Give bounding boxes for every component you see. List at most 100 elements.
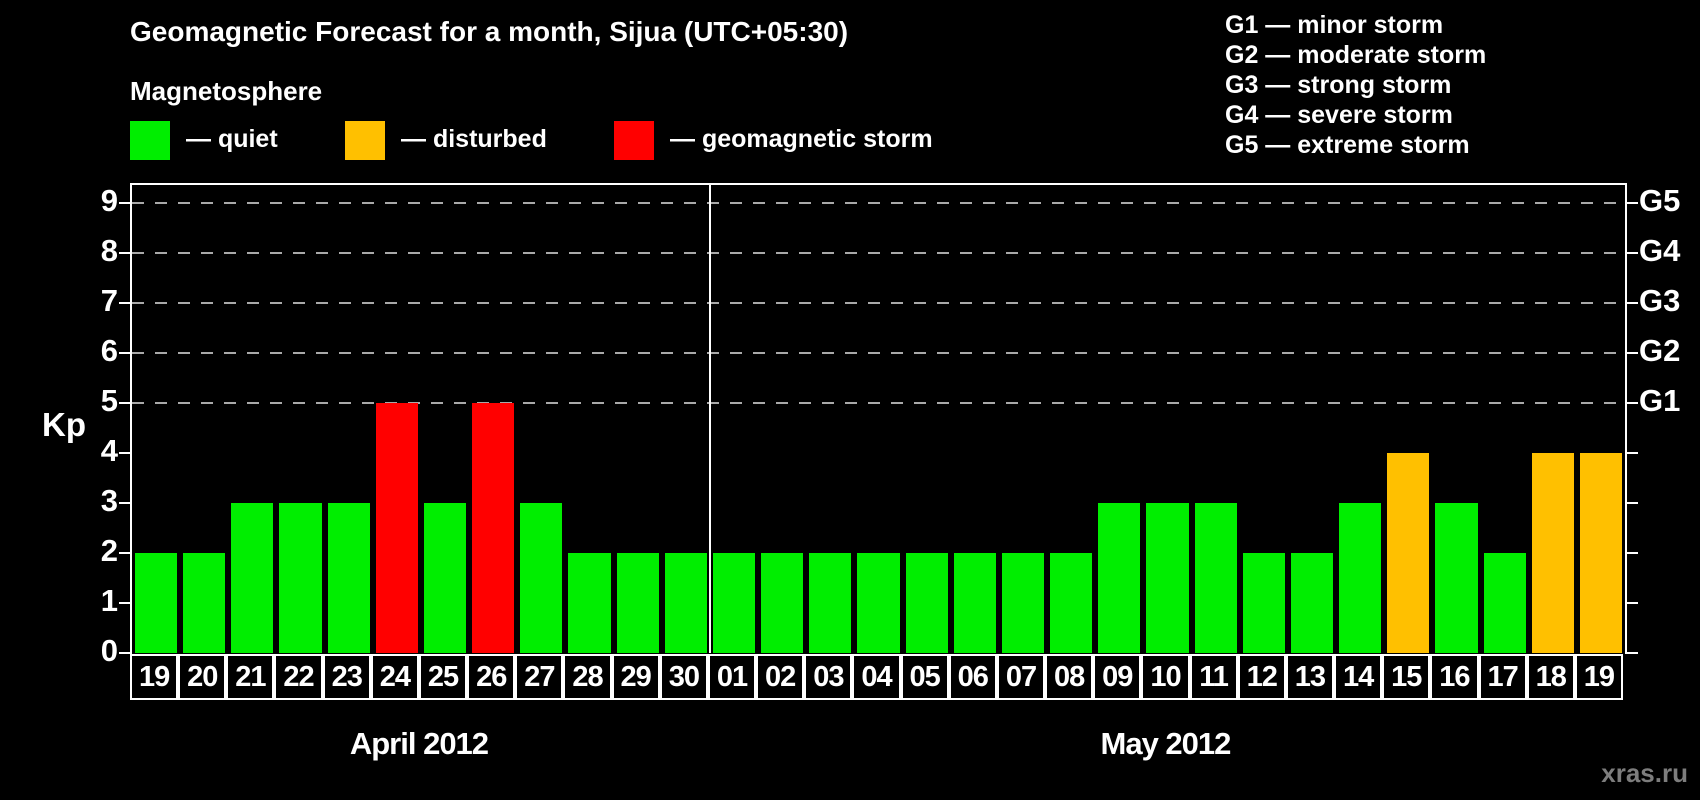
left-axis-tick-2 bbox=[119, 552, 132, 554]
gridline-kp-5 bbox=[132, 402, 1625, 404]
storm-legend-label: — geomagnetic storm bbox=[670, 125, 933, 153]
day-label-17: 17 bbox=[1478, 654, 1527, 700]
right-axis-tick-7 bbox=[1625, 302, 1638, 304]
right-axis-tick-1 bbox=[1625, 602, 1638, 604]
disturbed-legend-label: — disturbed bbox=[401, 125, 547, 153]
g-scale-legend-line: G5 — extreme storm bbox=[1225, 131, 1470, 159]
kp-bar-may-08 bbox=[1050, 553, 1093, 653]
day-label-18: 18 bbox=[1526, 654, 1575, 700]
kp-bar-april-20 bbox=[183, 553, 226, 653]
kp-bar-april-28 bbox=[568, 553, 611, 653]
kp-bar-may-02 bbox=[761, 553, 804, 653]
day-label-07: 07 bbox=[996, 654, 1046, 700]
gridline-kp-9 bbox=[132, 202, 1625, 204]
g-scale-legend-line: G4 — severe storm bbox=[1225, 101, 1453, 129]
y-tick-label-4: 4 bbox=[100, 433, 118, 468]
left-axis-tick-5 bbox=[119, 402, 132, 404]
kp-bar-may-16 bbox=[1435, 503, 1478, 653]
kp-bar-may-04 bbox=[857, 553, 900, 653]
day-label-14: 14 bbox=[1334, 654, 1383, 700]
day-label-04: 04 bbox=[852, 654, 901, 700]
kp-bar-may-14 bbox=[1339, 503, 1382, 653]
kp-bar-april-27 bbox=[520, 503, 563, 653]
month-caption-may: May 2012 bbox=[1100, 726, 1232, 761]
kp-bar-april-21 bbox=[231, 503, 274, 653]
plot-area bbox=[119, 183, 1638, 654]
kp-bar-april-30 bbox=[664, 553, 707, 653]
kp-bar-april-23 bbox=[327, 503, 370, 653]
disturbed-color-swatch bbox=[345, 121, 385, 160]
day-label-19: 19 bbox=[1574, 654, 1623, 700]
day-label-26: 26 bbox=[467, 654, 516, 700]
kp-bar-may-01 bbox=[712, 553, 756, 653]
right-axis-label-G1: G1 bbox=[1639, 383, 1681, 418]
day-label-15: 15 bbox=[1382, 654, 1431, 700]
y-axis-title: Kp bbox=[42, 406, 86, 443]
kp-bar-may-06 bbox=[953, 553, 996, 653]
day-label-29: 29 bbox=[611, 654, 660, 700]
right-axis-tick-3 bbox=[1625, 502, 1638, 504]
right-axis-tick-6 bbox=[1625, 352, 1638, 354]
day-label-13: 13 bbox=[1285, 654, 1335, 700]
kp-bar-may-18 bbox=[1531, 453, 1574, 653]
day-label-12: 12 bbox=[1237, 654, 1286, 700]
left-axis-tick-9 bbox=[119, 202, 132, 204]
kp-bar-april-24 bbox=[375, 403, 418, 653]
day-label-06: 06 bbox=[948, 654, 997, 700]
y-tick-label-5: 5 bbox=[100, 383, 118, 418]
right-axis-tick-0 bbox=[1625, 652, 1638, 654]
storm-color-swatch bbox=[614, 121, 654, 160]
right-axis-tick-2 bbox=[1625, 552, 1638, 554]
right-axis-label-G2: G2 bbox=[1639, 333, 1681, 368]
day-label-21: 21 bbox=[226, 654, 275, 700]
left-axis-tick-4 bbox=[119, 452, 132, 454]
magnetosphere-label: Magnetosphere bbox=[130, 76, 323, 106]
y-tick-label-7: 7 bbox=[100, 283, 118, 318]
kp-bar-may-05 bbox=[905, 553, 948, 653]
kp-bar-april-22 bbox=[279, 503, 322, 653]
gridline-kp-8 bbox=[132, 252, 1625, 254]
y-tick-label-1: 1 bbox=[100, 583, 118, 618]
g-scale-legend-line: G1 — minor storm bbox=[1225, 11, 1444, 39]
kp-bar-may-13 bbox=[1290, 553, 1334, 653]
kp-bar-may-12 bbox=[1242, 553, 1285, 653]
day-label-11: 11 bbox=[1189, 654, 1238, 700]
day-label-27: 27 bbox=[515, 654, 564, 700]
kp-bar-may-03 bbox=[809, 553, 852, 653]
left-axis-tick-3 bbox=[119, 502, 132, 504]
watermark: xras.ru bbox=[1601, 758, 1688, 788]
day-label-05: 05 bbox=[900, 654, 949, 700]
chart-title: Geomagnetic Forecast for a month, Sijua … bbox=[130, 16, 849, 47]
y-tick-label-8: 8 bbox=[100, 233, 118, 268]
kp-bar-may-19 bbox=[1579, 453, 1622, 653]
gridline-kp-6 bbox=[132, 352, 1625, 354]
quiet-legend-label: — quiet bbox=[186, 125, 278, 153]
kp-bar-may-09 bbox=[1098, 503, 1141, 653]
kp-bar-may-11 bbox=[1194, 503, 1237, 653]
right-axis-tick-5 bbox=[1625, 402, 1638, 404]
y-tick-label-9: 9 bbox=[100, 183, 118, 218]
right-axis-tick-9 bbox=[1625, 202, 1638, 204]
day-label-09: 09 bbox=[1093, 654, 1142, 700]
y-tick-label-6: 6 bbox=[100, 333, 118, 368]
day-label-08: 08 bbox=[1045, 654, 1094, 700]
day-label-20: 20 bbox=[178, 654, 227, 700]
g-scale-legend-line: G3 — strong storm bbox=[1225, 71, 1452, 99]
day-label-25: 25 bbox=[418, 654, 468, 700]
right-axis-label-G4: G4 bbox=[1639, 233, 1681, 268]
y-tick-label-2: 2 bbox=[100, 533, 118, 568]
day-label-28: 28 bbox=[563, 654, 612, 700]
day-label-24: 24 bbox=[370, 654, 419, 700]
day-label-03: 03 bbox=[804, 654, 853, 700]
day-label-30: 30 bbox=[659, 654, 708, 700]
left-axis-tick-0 bbox=[119, 652, 132, 654]
gridline-kp-7 bbox=[132, 302, 1625, 304]
day-label-16: 16 bbox=[1430, 654, 1479, 700]
month-caption-april: April 2012 bbox=[349, 726, 489, 761]
left-axis-tick-7 bbox=[119, 302, 132, 304]
y-tick-label-0: 0 bbox=[100, 633, 118, 668]
left-axis-tick-1 bbox=[119, 602, 132, 604]
right-axis-tick-8 bbox=[1625, 252, 1638, 254]
kp-bar-april-19 bbox=[135, 553, 178, 653]
